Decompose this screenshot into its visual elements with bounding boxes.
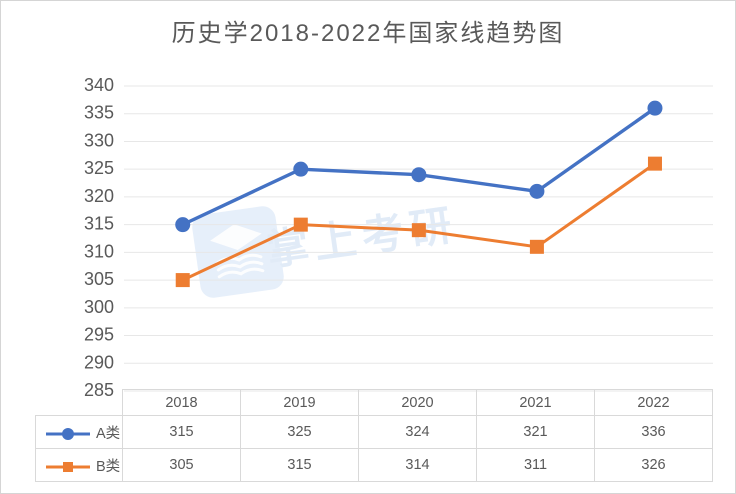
- svg-text:330: 330: [84, 131, 114, 151]
- svg-text:290: 290: [84, 352, 114, 372]
- svg-text:300: 300: [84, 297, 114, 317]
- svg-text:310: 310: [84, 241, 114, 261]
- svg-text:295: 295: [84, 325, 114, 345]
- svg-text:305: 305: [84, 269, 114, 289]
- svg-text:340: 340: [84, 75, 114, 95]
- svg-text:335: 335: [84, 103, 114, 123]
- svg-text:315: 315: [84, 214, 114, 234]
- svg-text:320: 320: [84, 186, 114, 206]
- svg-text:325: 325: [84, 158, 114, 178]
